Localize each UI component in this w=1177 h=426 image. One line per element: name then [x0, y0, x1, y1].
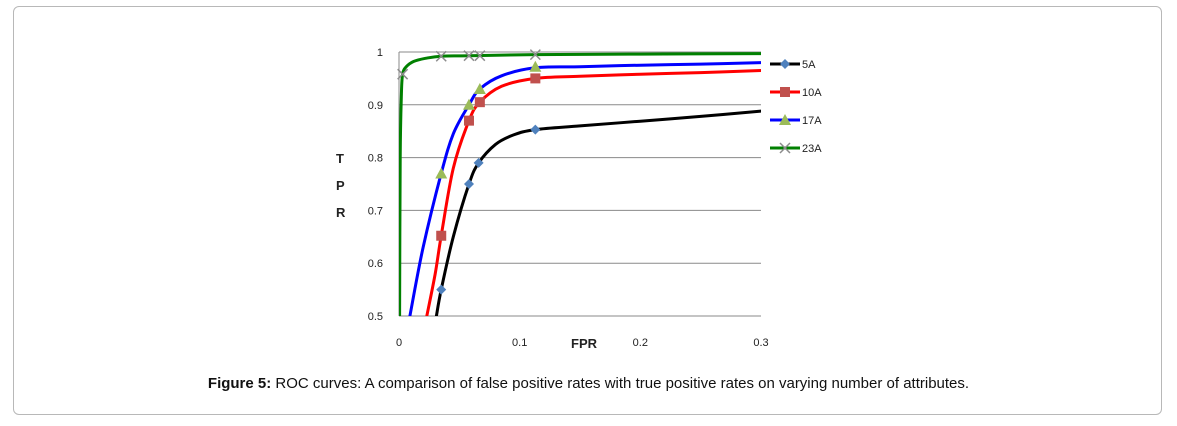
- legend-marker-17A: [779, 114, 791, 125]
- x-tick-label: 0.1: [512, 337, 527, 349]
- legend-label-10A: 10A: [802, 87, 822, 99]
- data-point-17A: [529, 60, 542, 72]
- data-point-5A: [530, 124, 541, 135]
- data-point-23A: [463, 50, 475, 62]
- data-point-23A: [397, 68, 409, 80]
- y-tick-label: 0.8: [368, 153, 383, 165]
- legend-label-23A: 23A: [802, 143, 822, 155]
- data-point-17A: [462, 98, 475, 110]
- series-line-10A: [425, 69, 761, 316]
- series-line-17A: [408, 61, 761, 316]
- x-tick-label: 0.3: [753, 337, 768, 349]
- legend-marker-10A: [780, 87, 790, 97]
- series-lines: [399, 52, 761, 316]
- chart-grid: [398, 51, 761, 317]
- legend-marker-5A: [780, 59, 790, 69]
- data-point-5A: [473, 157, 484, 168]
- data-point-5A: [436, 284, 447, 295]
- x-tick-label: 0: [396, 337, 402, 349]
- legend-label-5A: 5A: [802, 59, 816, 71]
- data-point-10A: [463, 115, 474, 126]
- caption-text: ROC curves: A comparison of false positi…: [271, 375, 970, 392]
- series-line-23A: [399, 52, 761, 316]
- data-point-10A: [530, 73, 541, 84]
- y-axis-label-letter: R: [336, 205, 346, 220]
- legend: 5A 10A 17A 23A: [770, 59, 822, 155]
- y-axis-label-letter: P: [336, 178, 345, 193]
- y-tick-label: 1: [377, 47, 383, 59]
- legend-marker-23A: [779, 142, 791, 154]
- y-tick-label: 0.6: [368, 258, 383, 270]
- caption-label: Figure 5:: [207, 375, 272, 392]
- series-line-5A: [434, 109, 761, 316]
- x-tick-labels: 0 0.1 0.2 0.3: [396, 337, 769, 349]
- legend-label-17A: 17A: [802, 115, 822, 127]
- y-tick-label: 0.9: [368, 100, 383, 112]
- data-point-23A: [474, 50, 486, 62]
- data-point-17A: [473, 82, 486, 94]
- series-markers: [397, 49, 542, 295]
- y-tick-label: 0.7: [368, 205, 383, 217]
- x-axis-label: FPR: [571, 336, 598, 351]
- figure-caption: Figure 5: ROC curves: A comparison of fa…: [0, 375, 1177, 392]
- data-point-5A: [463, 179, 474, 189]
- data-point-10A: [474, 97, 485, 108]
- y-tick-label: 0.5: [368, 311, 383, 323]
- y-axis-label-letter: T: [336, 151, 344, 166]
- x-tick-label: 0.2: [633, 337, 648, 349]
- data-point-17A: [435, 167, 448, 179]
- data-point-10A: [436, 230, 447, 241]
- data-point-23A: [435, 50, 447, 62]
- data-point-23A: [529, 49, 541, 61]
- y-tick-labels: 0.5 0.6 0.7 0.8 0.9 1: [368, 47, 383, 323]
